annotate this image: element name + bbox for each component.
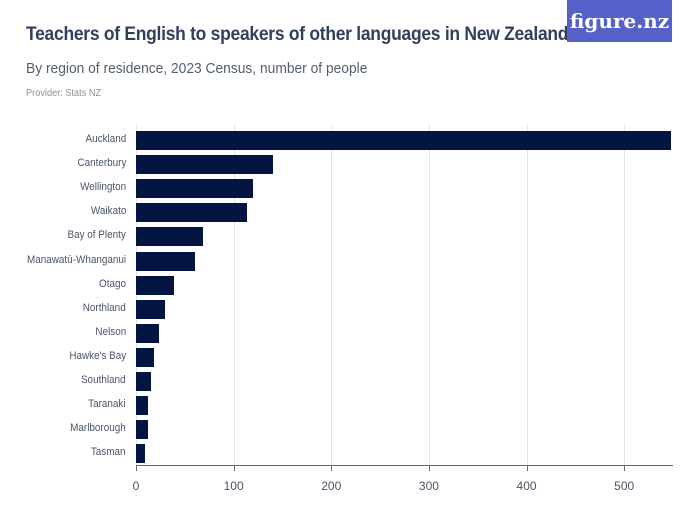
category-label: Canterbury [77, 157, 126, 170]
gridline [624, 125, 626, 465]
category-label: Manawatū-Whanganui [26, 253, 126, 266]
bar[interactable] [136, 251, 195, 271]
x-tick [428, 465, 430, 471]
gridline [136, 125, 137, 465]
x-tick [136, 465, 137, 471]
category-label: Hawke's Bay [69, 349, 126, 362]
bar[interactable] [136, 299, 166, 319]
logo-text: figure.nz [569, 9, 670, 33]
bar[interactable] [136, 372, 151, 391]
bar[interactable] [136, 323, 160, 343]
gridline [233, 125, 235, 465]
x-tick-label: 300 [418, 479, 439, 493]
gridline [331, 125, 333, 465]
bar[interactable] [136, 396, 148, 416]
bar[interactable] [136, 179, 254, 199]
plot-area [136, 125, 673, 465]
category-label: Auckland [85, 133, 126, 145]
x-tick [233, 465, 235, 471]
x-tick-label: 100 [223, 479, 244, 493]
gridline [428, 125, 430, 465]
bar[interactable] [136, 203, 248, 223]
bar[interactable] [136, 275, 175, 295]
bar[interactable] [136, 444, 145, 464]
x-tick-label: 400 [516, 479, 537, 493]
category-label: Wellington [79, 181, 126, 194]
category-label: Southland [81, 374, 126, 386]
bar[interactable] [136, 420, 148, 440]
category-label: Otago [99, 277, 126, 290]
category-label: Bay of Plenty [67, 229, 126, 242]
x-tick [331, 465, 333, 471]
x-tick [526, 465, 528, 471]
category-label: Taranaki [88, 398, 126, 411]
provider-label: Provider: Stats NZ [26, 88, 102, 99]
figure-nz-logo[interactable]: figure.nz [567, 0, 672, 42]
x-tick-label: 500 [614, 479, 635, 493]
x-tick-label: 200 [321, 479, 342, 493]
bar[interactable] [136, 227, 204, 247]
chart-subtitle: By region of residence, 2023 Census, num… [26, 60, 368, 77]
category-label: Nelson [95, 325, 126, 338]
x-axis-line [136, 465, 673, 466]
x-tick [624, 465, 626, 471]
bar[interactable] [136, 131, 672, 150]
chart-title: Teachers of English to speakers of other… [26, 24, 569, 45]
x-tick-label: 0 [132, 479, 140, 493]
category-label: Waikato [90, 205, 126, 218]
category-label: Tasman [91, 446, 126, 459]
category-label: Northland [83, 301, 126, 314]
bar[interactable] [136, 155, 273, 175]
category-label: Marlborough [70, 422, 126, 435]
bar[interactable] [136, 347, 154, 367]
gridline [526, 125, 528, 465]
